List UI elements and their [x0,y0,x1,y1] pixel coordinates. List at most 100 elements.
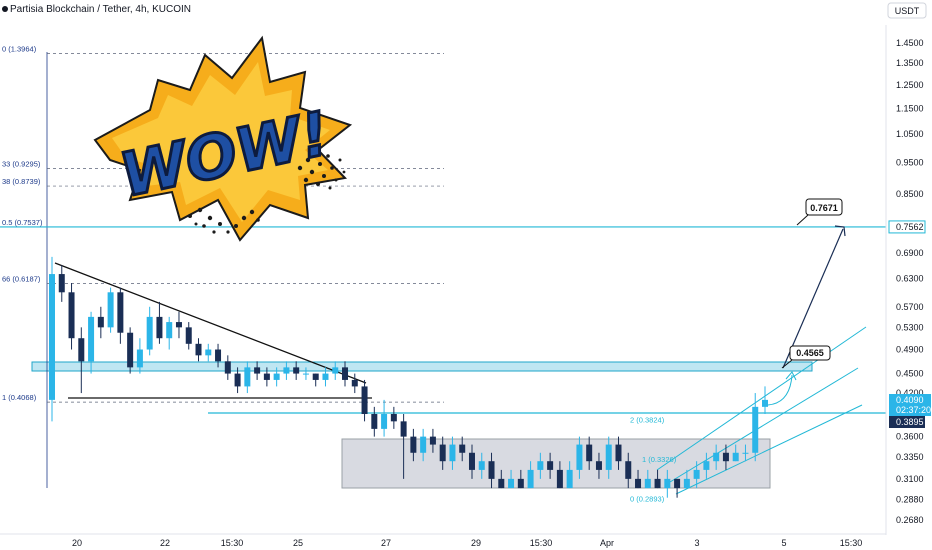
channel-upper-line [656,326,867,471]
y-tick-label: 0.4900 [896,345,924,355]
candle-body [468,452,475,470]
candle-body [88,316,95,362]
candle-body [136,349,143,368]
candle-body [752,406,759,453]
candle-body [517,478,524,489]
channel-mid-line [669,367,859,483]
y-tick-label: 1.1500 [896,103,924,113]
candle-body [175,322,182,328]
candle-body [488,461,495,479]
candle-body [390,414,397,422]
descending-trendline [54,262,367,384]
candle-body [263,373,270,380]
price-badge [889,394,931,416]
candle-body [595,461,602,470]
candle-body [361,386,368,415]
candle-body [381,414,388,429]
fib-level-label: 66 (0.6187) [2,275,41,284]
candle-body [205,349,212,356]
currency-button[interactable] [887,2,927,19]
candle-body [195,343,202,356]
candle-body [234,373,241,387]
x-tick-label: 15:30 [221,538,244,548]
y-tick-label: 1.3500 [896,58,924,68]
x-tick-label: 29 [471,538,481,548]
candle-body [156,316,163,339]
fib-level-label: 38 (0.8739) [2,177,41,186]
candle-body [693,469,700,479]
projection-arrow [782,228,844,369]
y-tick-label: 0.6300 [896,274,924,284]
candle-body [146,316,153,350]
candle-body [254,367,261,374]
fib-level-label: 33 (0.9295) [2,160,41,169]
annotations: 0.7671 0.4565 [781,198,843,369]
price-badge [889,416,925,428]
candle-body [537,461,544,470]
fib-level-label: 0.5 (0.7537) [2,218,43,227]
y-tick-label: 0.3600 [896,432,924,442]
candle-body [58,274,65,293]
candle-body [527,469,534,489]
candle-body [420,436,427,453]
countdown-label: 02:37:20 [896,405,931,415]
candle-body [127,332,134,368]
candle-body [410,436,417,453]
candle-body [576,444,583,470]
callout-pointer [781,359,793,369]
candle-body [273,373,280,380]
y-tick-label: 1.0500 [896,129,924,139]
wow-sticker-image: WOW! [93,35,353,242]
candle-body [117,292,124,333]
candle-body [351,379,358,387]
y-tick-label: 0.2680 [896,515,924,525]
callout-box [789,345,831,361]
candle-body [625,461,632,479]
candle-body [459,444,466,453]
y-tick-label: 0.3350 [896,452,924,462]
candle-body [342,367,349,380]
y-tick-label: 0.6900 [896,248,924,258]
fib-level-label: 1 (0.4068) [2,393,37,402]
candle-body [439,444,446,462]
candle-body [683,478,690,489]
x-axis: 20 22 15:30 25 27 29 15:30 Apr 3 5 15:30 [0,533,886,548]
candle-body [742,452,749,454]
candle-body [283,367,290,374]
candle-body [732,452,739,462]
curved-arrow [767,374,793,406]
y-tick-label: 0.8500 [896,189,924,199]
y-tick-label: 0.4200 [896,388,924,398]
x-tick-label: 15:30 [530,538,553,548]
price-badge-label: 0.7562 [896,222,924,232]
x-tick-label: Apr [600,538,614,548]
candle-body [312,373,319,380]
y-tick-label: 0.9500 [896,157,924,167]
callout-label: 0.7671 [810,203,838,213]
candle-body [703,461,710,470]
candle-body [332,367,339,374]
candle-body [400,421,407,437]
candle-body [635,478,642,489]
candle-body [97,316,104,328]
y-tick-label: 0.2880 [896,495,924,505]
y-tick-label: 0.5300 [896,322,924,332]
resistance-zone [31,361,813,372]
candle-body [566,469,573,489]
candle-body [674,478,681,489]
callout-box [805,198,843,216]
candle-body [166,322,173,339]
callout-label: 0.4565 [796,348,824,358]
candle-body [322,373,329,380]
candle-body [185,327,192,344]
currency-button-label: USDT [895,6,920,16]
fib-right-label: 1 (0.3326) [642,455,677,464]
x-tick-label: 15:30 [840,538,863,548]
x-tick-label: 27 [381,538,391,548]
price-badge [888,220,926,234]
candle-body [244,367,251,387]
candle-body [556,469,563,489]
candle-body [713,452,720,462]
candle-body [49,274,55,400]
